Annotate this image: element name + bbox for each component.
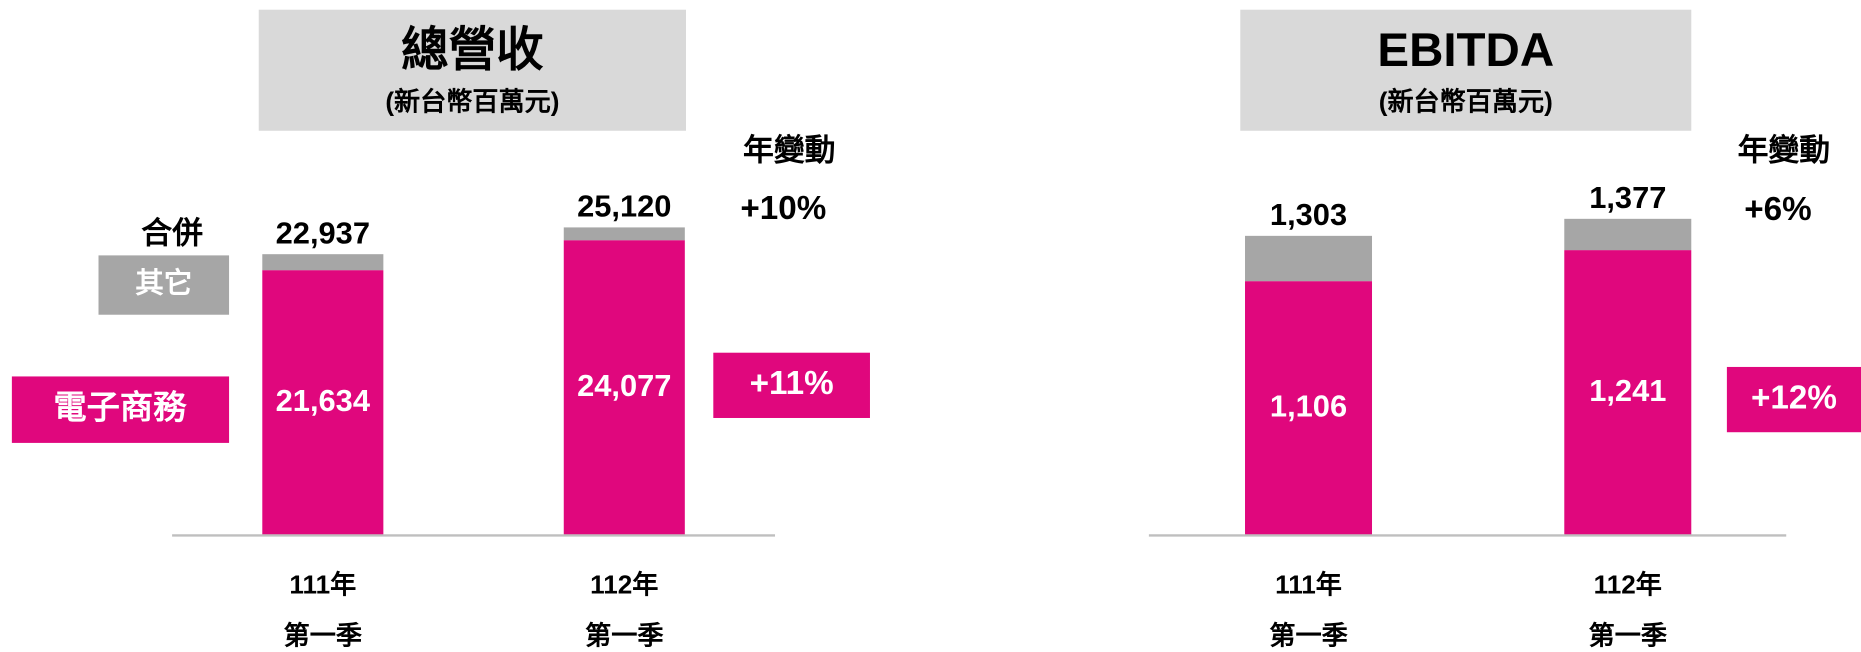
bar-segment [563,227,685,241]
change-series: +11% [750,365,834,402]
legend-label: 其它 [135,267,192,300]
change-total: +10% [740,190,826,227]
bar-segment [262,254,384,271]
x-tick-label: 112年 [1594,569,1662,599]
x-tick-label: 111年 [289,569,356,599]
total-label: 1,377 [1589,180,1666,215]
bar-segment [1245,235,1373,282]
x-tick-label: 第一季 [1269,620,1348,650]
chart-subtitle: (新台幣百萬元) [385,86,559,116]
legend-label: 電子商務 [53,389,187,426]
bar-segment [1564,218,1692,251]
change-total: +6% [1744,191,1811,228]
x-tick-label: 112年 [590,569,658,599]
legend-box [11,376,230,443]
title-box [1240,9,1692,131]
bar-segment [1245,281,1373,536]
change-box [1726,366,1861,433]
change-title: 年變動 [1738,132,1831,167]
total-label: 22,937 [276,215,370,250]
change-series: +12% [1751,379,1837,416]
change-title: 年變動 [743,132,836,167]
bar-value-label: 24,077 [577,368,671,403]
x-tick-label: 第一季 [1589,620,1668,650]
x-tick-label: 第一季 [284,620,363,650]
bar-value-label: 21,634 [276,383,370,418]
bar-value-label: 1,106 [1270,388,1347,423]
bar-value-label: 1,241 [1589,373,1666,408]
legend-box [98,255,230,315]
total-label: 25,120 [577,189,671,224]
chart-title: 總營收 [401,24,544,77]
total-label: 1,303 [1270,197,1347,232]
x-tick-label: 第一季 [585,620,664,650]
change-box [713,352,870,418]
bar-segment [1564,250,1692,536]
chart-subtitle: (新台幣百萬元) [1379,86,1553,116]
bar-segment [262,270,384,536]
title-box [258,9,687,131]
total-legend: 合併 [141,215,203,250]
chart-title: EBITDA [1377,24,1554,77]
x-tick-label: 111年 [1275,569,1342,599]
bar-segment [563,240,685,536]
